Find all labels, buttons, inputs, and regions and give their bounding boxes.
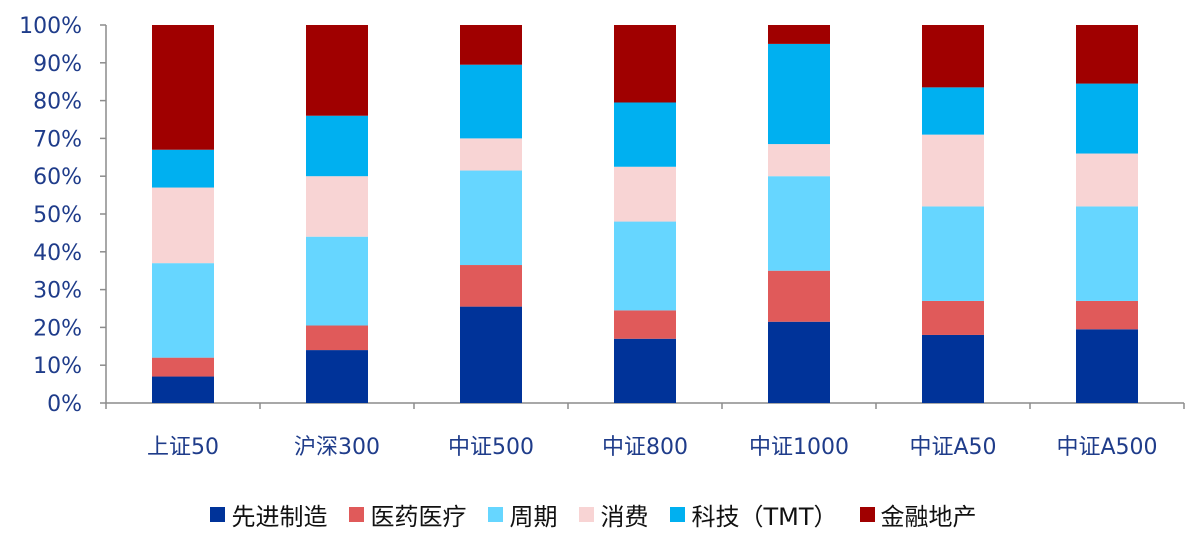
bar-segment xyxy=(1076,25,1138,84)
x-tick-label: 中证800 xyxy=(602,435,688,460)
x-tick-label: 上证50 xyxy=(147,435,219,460)
legend: 先进制造 医药医疗 周期 消费 科技（TMT） 金融地产 xyxy=(0,497,1187,532)
y-tick-label: 0% xyxy=(47,392,82,417)
bar-segment xyxy=(922,25,984,88)
bar-segment xyxy=(306,236,368,326)
x-tick-label: 中证1000 xyxy=(749,435,849,460)
y-tick-label: 10% xyxy=(33,354,82,379)
legend-swatch xyxy=(349,507,365,522)
bar-segment xyxy=(306,115,368,177)
bar-segment xyxy=(306,325,368,351)
bar-segment xyxy=(922,334,984,403)
bar-segment xyxy=(768,270,830,322)
bar-segment xyxy=(922,206,984,301)
bar-segment xyxy=(1076,329,1138,403)
bar-segment xyxy=(460,265,522,307)
y-tick-label: 70% xyxy=(33,127,82,152)
x-tick-label: 沪深300 xyxy=(294,435,380,460)
bar-segment xyxy=(306,25,368,116)
y-tick-label: 40% xyxy=(33,241,82,266)
y-tick-label: 30% xyxy=(33,279,82,304)
y-tick-label: 60% xyxy=(33,165,82,190)
bar-segment xyxy=(768,25,830,44)
y-tick-label: 90% xyxy=(33,52,82,77)
bar-segment xyxy=(152,187,214,264)
legend-label: 医药医疗 xyxy=(370,503,467,531)
legend-label: 金融地产 xyxy=(880,503,977,531)
bar-segment xyxy=(306,350,368,403)
legend-item: 金融地产 xyxy=(859,497,977,532)
x-axis: 上证50 沪深300 中证500 中证800 中证1000 中证A50 中证A500 xyxy=(105,402,1185,460)
legend-label: 先进制造 xyxy=(231,503,328,531)
x-tick-label: 中证A50 xyxy=(909,435,996,460)
legend-swatch xyxy=(859,507,875,522)
legend-label: 消费 xyxy=(600,503,649,531)
bar-segment xyxy=(306,176,368,237)
bar-segment xyxy=(922,134,984,207)
legend-item: 科技（TMT） xyxy=(670,497,838,532)
x-tick-label: 中证A500 xyxy=(1056,435,1157,460)
bar-segment xyxy=(152,357,214,377)
bar-segment xyxy=(1076,83,1138,154)
bar-segment xyxy=(460,138,522,171)
legend-label: 周期 xyxy=(509,503,558,531)
bar-segment xyxy=(922,300,984,335)
bar-segment xyxy=(1076,153,1138,207)
bar-segment xyxy=(614,166,676,222)
bar-segment xyxy=(460,25,522,65)
bar-segment xyxy=(152,25,214,150)
legend-label: 科技（TMT） xyxy=(691,503,838,531)
bar-segment xyxy=(614,338,676,403)
legend-swatch xyxy=(579,507,595,522)
y-axis: 0% 10% 20% 30% 40% 50% 60% 70% 80% 90% 100% xyxy=(19,14,107,417)
legend-item: 消费 xyxy=(579,497,648,532)
bar-segment xyxy=(460,64,522,139)
bar-segment xyxy=(460,306,522,403)
bar-segment xyxy=(768,144,830,177)
bar-segment xyxy=(614,102,676,167)
legend-swatch xyxy=(670,507,686,522)
y-tick-label: 80% xyxy=(33,90,82,115)
bar-segment xyxy=(152,376,214,403)
bar-segment xyxy=(152,149,214,188)
y-tick-label: 20% xyxy=(33,316,82,341)
bar-segment xyxy=(768,321,830,403)
legend-item: 先进制造 xyxy=(210,497,327,532)
bar-segment xyxy=(614,310,676,339)
y-tick-label: 100% xyxy=(19,14,82,39)
legend-item: 周期 xyxy=(488,497,557,532)
y-tick-label: 50% xyxy=(33,203,82,228)
x-tick-label: 中证500 xyxy=(448,435,534,460)
bar-segment xyxy=(1076,300,1138,330)
bar-segment xyxy=(768,43,830,145)
bar-segment xyxy=(614,221,676,311)
bar-segment xyxy=(1076,206,1138,301)
bar-segment xyxy=(768,176,830,271)
legend-swatch xyxy=(488,507,504,522)
bar-segment xyxy=(152,263,214,358)
bars xyxy=(152,25,1138,403)
legend-item: 医药医疗 xyxy=(349,497,466,532)
bar-segment xyxy=(614,25,676,103)
bar-segment xyxy=(460,170,522,266)
legend-swatch xyxy=(210,507,226,522)
bar-segment xyxy=(922,87,984,135)
